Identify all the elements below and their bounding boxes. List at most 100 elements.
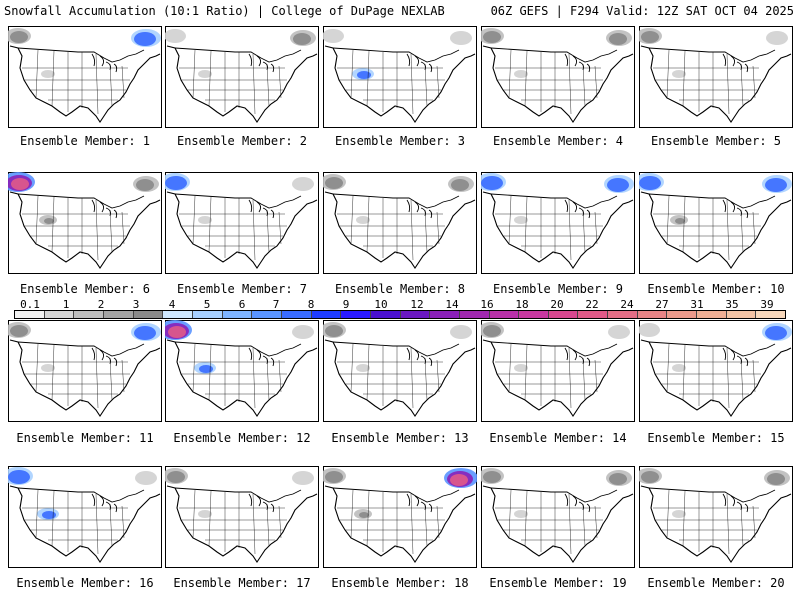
colorbar-swatch: [74, 311, 104, 318]
state-border: [278, 505, 282, 539]
ensemble-map-3: [323, 26, 477, 128]
state-border: [95, 53, 99, 115]
coastline: [324, 191, 476, 269]
ensemble-map-5: [639, 26, 793, 128]
snowfall-area: [675, 218, 685, 224]
great-lakes: [564, 53, 591, 73]
national-border: [490, 193, 618, 209]
state-border: [35, 489, 39, 539]
state-border: [740, 503, 744, 547]
ensemble-map-7: [165, 172, 319, 274]
state-border: [192, 49, 196, 99]
state-border: [582, 63, 586, 107]
snowfall-area: [165, 176, 187, 190]
ensemble-member-label: Ensemble Member: 17: [173, 576, 311, 590]
ensemble-member-label: Ensemble Member: 13: [331, 431, 469, 445]
ensemble-map-18: [323, 466, 477, 568]
colorbar-swatch: [44, 311, 75, 318]
national-border: [174, 341, 302, 357]
snowfall-area: [293, 33, 311, 45]
state-border: [524, 196, 528, 253]
map-frame: [165, 466, 319, 568]
ensemble-member-label: Ensemble Member: 15: [647, 431, 785, 445]
great-lakes: [406, 199, 433, 219]
coastline: [9, 191, 161, 269]
state-border: [508, 195, 512, 245]
ensemble-map-20: [639, 466, 793, 568]
state-border: [266, 209, 270, 253]
state-border: [726, 493, 730, 555]
great-lakes: [722, 199, 749, 219]
ensemble-member-label: Ensemble Member: 4: [492, 134, 624, 148]
ensemble-map-19: [481, 466, 635, 568]
colorbar-tick-label: 10: [374, 298, 388, 311]
national-border: [648, 47, 776, 63]
colorbar-swatch: [548, 311, 579, 318]
great-lakes: [248, 199, 275, 219]
colorbar-tick-label: 7: [272, 298, 280, 311]
ensemble-member-label: Ensemble Member: 16: [16, 576, 154, 590]
snowfall-area: [450, 31, 472, 45]
state-border: [682, 196, 686, 253]
colorbar-swatch: [341, 311, 371, 318]
state-border: [682, 490, 686, 547]
map-frame: [8, 172, 162, 274]
coastline: [640, 339, 792, 417]
national-border: [648, 193, 776, 209]
state-border: [594, 359, 598, 393]
snowfall-area: [135, 471, 157, 485]
snowfall-area: [41, 70, 55, 78]
colorbar-swatch: [637, 311, 668, 318]
great-lakes: [91, 347, 118, 367]
national-border: [174, 193, 302, 209]
ensemble-map-16: [8, 466, 162, 568]
national-border: [648, 487, 776, 503]
snowfall-area: [481, 176, 503, 190]
coastline: [482, 191, 634, 269]
state-border: [582, 503, 586, 547]
state-border: [508, 49, 512, 99]
snowfall-area: [356, 364, 370, 372]
coastline: [482, 45, 634, 123]
colorbar-swatch: [133, 311, 164, 318]
snowfall-area: [514, 364, 528, 372]
great-lakes: [722, 493, 749, 513]
snowfall-area: [8, 470, 30, 484]
ensemble-map-11: [8, 320, 162, 422]
national-border: [490, 487, 618, 503]
state-border: [208, 50, 212, 107]
national-border: [332, 487, 460, 503]
state-border: [350, 489, 354, 539]
state-border: [51, 344, 55, 401]
snowfall-area: [672, 510, 686, 518]
state-border: [740, 209, 744, 253]
state-border: [95, 347, 99, 409]
ensemble-member-label: Ensemble Member: 14: [489, 431, 627, 445]
national-border: [174, 487, 302, 503]
snowfall-area: [483, 31, 501, 43]
map-frame: [481, 320, 635, 422]
snowfall-area: [767, 473, 785, 485]
snowfall-area: [292, 325, 314, 339]
colorbar-swatch: [726, 311, 757, 318]
colorbar-swatch: [252, 311, 282, 318]
state-border: [726, 53, 730, 115]
snowfall-area: [10, 325, 28, 337]
ensemble-member-label: Ensemble Member: 1: [19, 134, 151, 148]
snowfall-area: [42, 511, 56, 519]
snowfall-area: [292, 471, 314, 485]
ensemble-map-17: [165, 466, 319, 568]
snowfall-area: [672, 364, 686, 372]
snowfall-area: [450, 325, 472, 339]
ensemble-map-14: [481, 320, 635, 422]
great-lakes: [406, 347, 433, 367]
state-border: [436, 211, 440, 245]
state-border: [682, 50, 686, 107]
state-border: [208, 196, 212, 253]
state-border: [594, 211, 598, 245]
snowfall-area: [641, 471, 659, 483]
map-frame: [323, 320, 477, 422]
national-border: [332, 193, 460, 209]
state-border: [366, 490, 370, 547]
snowfall-area: [451, 179, 469, 191]
